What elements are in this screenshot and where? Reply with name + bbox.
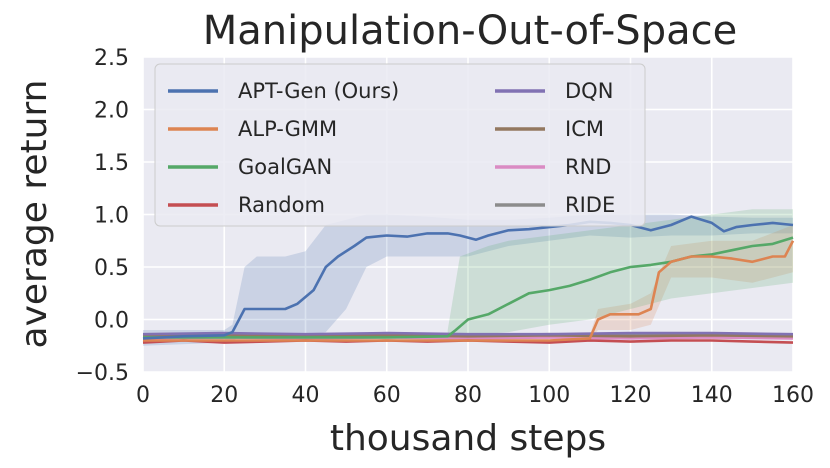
x-tick-label: 60 [373,383,401,408]
legend-label: DQN [565,79,613,103]
series-line [142,333,794,338]
x-tick-label: 100 [528,383,570,408]
x-tick-label: 160 [772,383,814,408]
y-axis-label: average return [14,80,55,349]
y-tick-label: 1.0 [94,204,129,229]
x-tick-label: 20 [210,383,238,408]
series-line [143,236,794,339]
series-line [142,215,794,340]
chart-title: Manipulation-Out-of-Space [203,8,737,54]
legend-label: Random [238,193,325,217]
legend-label: ALP-GMM [238,117,337,141]
x-tick-label: 140 [691,383,733,408]
y-tick-label: 0.5 [94,256,129,281]
y-tick-label: 2.0 [94,99,129,124]
legend-label: APT-Gen (Ours) [238,79,399,103]
x-tick-label: 120 [610,383,652,408]
confidence-band [447,209,793,341]
y-tick-label: −0.5 [76,361,129,386]
x-tick-label: 0 [136,383,150,408]
confidence-band [143,214,793,346]
confidence-band [589,225,793,341]
series-line [143,240,795,342]
y-tick-label: 1.5 [94,151,129,176]
legend-label: RIDE [565,193,615,217]
legend-box [154,63,646,227]
y-tick-label: 2.5 [94,46,129,71]
x-axis-label: thousand steps [330,418,606,459]
legend-label: ICM [565,117,604,141]
series-line [142,331,794,336]
y-tick-label: 0.0 [94,309,129,334]
x-tick-label: 40 [292,383,320,408]
legend-label: RND [565,155,611,179]
series-lines [142,215,795,344]
legend: APT-Gen (Ours) ALP-GMM GoalGAN Random DQN ICM… [154,63,646,227]
legend-label: GoalGAN [238,155,332,179]
x-tick-label: 80 [454,383,482,408]
tick-labels: 0 20 40 60 80 100 120 140 160 −0.5 0.0 0.5 1.0 1.5 2.0… [76,46,814,408]
confidence-bands [143,209,793,346]
